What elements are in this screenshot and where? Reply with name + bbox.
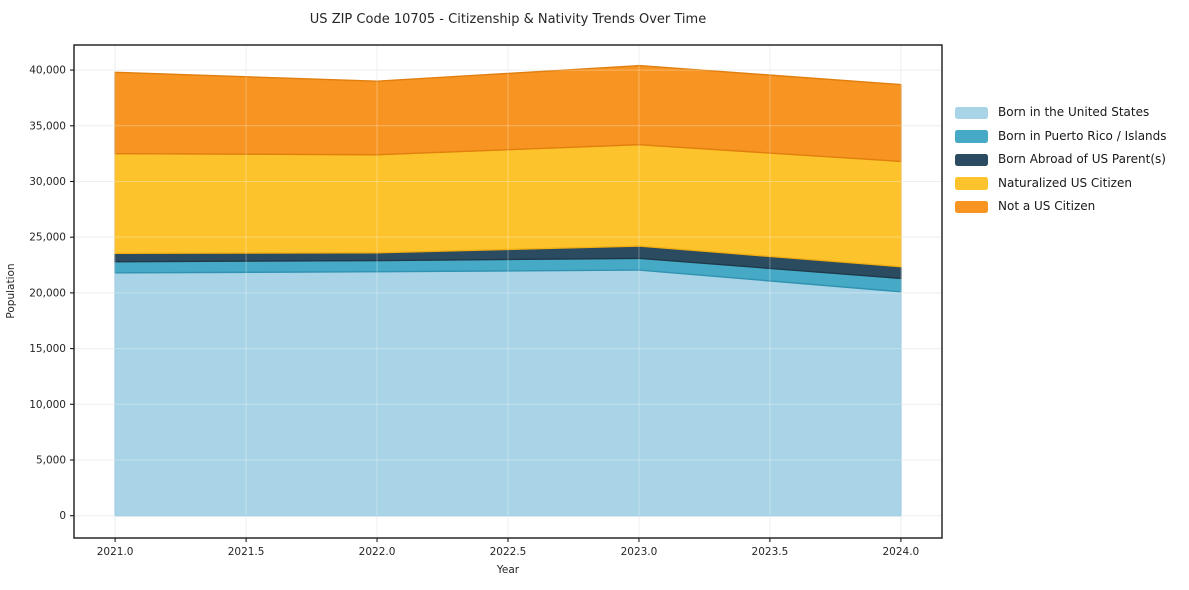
chart-title: US ZIP Code 10705 - Citizenship & Nativi… xyxy=(310,12,706,27)
legend-swatch xyxy=(955,106,988,119)
area-series-4 xyxy=(114,64,902,163)
y-axis-label: Population xyxy=(5,263,17,318)
y-tick-label: 15,000 xyxy=(29,343,66,355)
legend-swatch xyxy=(955,200,988,213)
y-tick-label: 40,000 xyxy=(29,65,66,77)
legend-swatch xyxy=(955,153,988,166)
legend: Born in the United States Born in Puerto … xyxy=(955,101,1167,219)
y-tick-label: 30,000 xyxy=(29,176,66,188)
legend-label: Born in Puerto Rico / Islands xyxy=(998,128,1167,143)
legend-item-1: Born in Puerto Rico / Islands xyxy=(955,125,1167,149)
plot-area: 2021.0 2021.5 2022.0 2022.5 2023.0 2023.5 2024… xyxy=(29,44,943,558)
legend-item-3: Naturalized US Citizen xyxy=(955,172,1167,196)
legend-item-0: Born in the United States xyxy=(955,101,1167,125)
x-tick-label: 2023.5 xyxy=(752,546,789,558)
x-tick-label: 2021.0 xyxy=(97,546,134,558)
y-tick-label: 10,000 xyxy=(29,399,66,411)
legend-swatch xyxy=(955,130,988,143)
legend-label: Naturalized US Citizen xyxy=(998,175,1132,190)
x-tick-label: 2022.5 xyxy=(490,546,527,558)
legend-label: Born Abroad of US Parent(s) xyxy=(998,152,1166,167)
y-tick-label: 0 xyxy=(59,510,66,522)
legend-item-4: Not a US Citizen xyxy=(955,195,1167,219)
y-tick-label: 20,000 xyxy=(29,287,66,299)
x-tick-label: 2024.0 xyxy=(883,546,920,558)
x-tick-label: 2022.0 xyxy=(359,546,396,558)
legend-label: Not a US Citizen xyxy=(998,199,1096,214)
x-tick-label: 2023.0 xyxy=(621,546,658,558)
legend-label: Born in the United States xyxy=(998,105,1150,120)
y-tick-label: 35,000 xyxy=(29,120,66,132)
x-axis-label: Year xyxy=(496,564,520,576)
x-tick-label: 2021.5 xyxy=(228,546,265,558)
y-tick-label: 5,000 xyxy=(36,455,66,467)
legend-item-2: Born Abroad of US Parent(s) xyxy=(955,148,1167,172)
y-tick-label: 25,000 xyxy=(29,232,66,244)
legend-swatch xyxy=(955,177,988,190)
